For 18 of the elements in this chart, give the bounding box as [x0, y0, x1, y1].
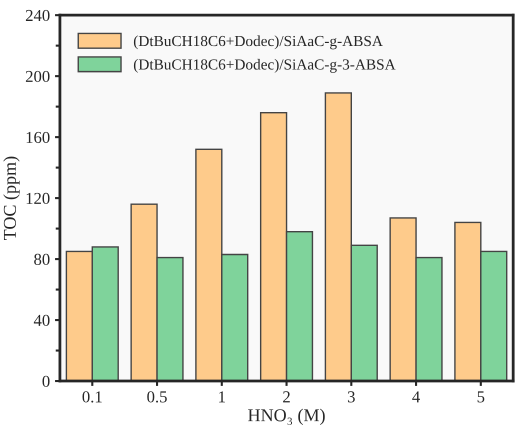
y-tick-label: 40 [34, 314, 50, 326]
x-tick-label: 1 [219, 391, 225, 402]
x-tick-label: 0.1 [82, 391, 102, 403]
y-tick-label: 160 [26, 132, 50, 144]
x-tick-label: 4 [412, 391, 420, 402]
y-tick-label: 80 [34, 254, 50, 266]
legend-label: (DtBuCH18C6+Dodec)/SiAaC-g-3-ABSA [134, 58, 396, 73]
y-tick-label: 200 [26, 70, 50, 82]
x-tick-label: 3 [348, 391, 355, 402]
x-tick-label: 5 [478, 391, 484, 402]
y-tick-label: 0 [42, 376, 50, 387]
x-tick-label: 2 [283, 391, 290, 402]
y-tick-label: 120 [26, 192, 50, 204]
y-tick-label: 240 [26, 10, 50, 22]
x-tick-label: 0.5 [147, 391, 167, 403]
y-axis-title: TOC (ppm) [3, 156, 20, 240]
legend-label: (DtBuCH18C6+Dodec)/SiAaC-g-ABSA [134, 35, 383, 50]
x-axis-title: HNO₃ (M) [248, 408, 325, 426]
